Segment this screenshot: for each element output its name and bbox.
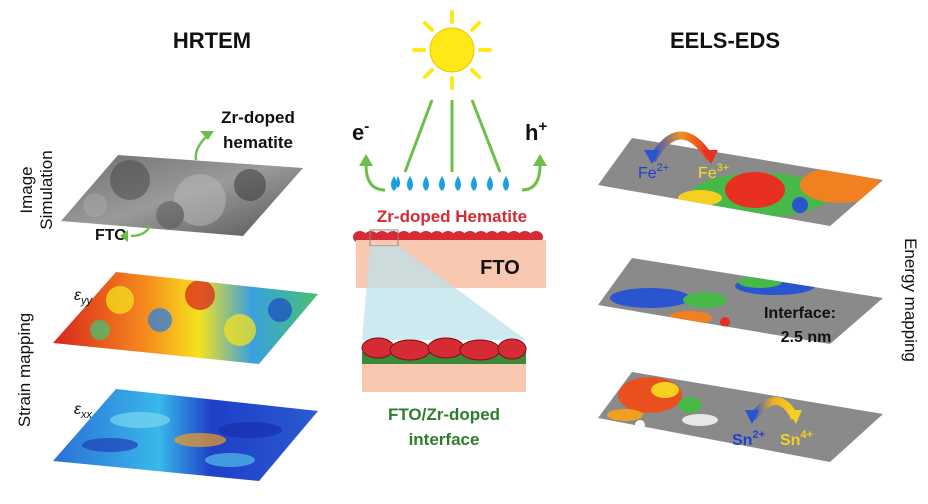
water-droplet-icon [423, 176, 429, 191]
zoom-projection [362, 246, 526, 340]
side-label-energy: Energy mapping [901, 238, 920, 362]
annot-zr-arrow [194, 134, 209, 161]
interface-label-2: interface [409, 430, 480, 449]
electron-label: e- [352, 118, 369, 145]
water-droplet-icon [471, 176, 477, 191]
annot-zr-arrowhead [200, 131, 214, 140]
water-droplet-icon [407, 176, 413, 191]
annot-fto: FTO [95, 227, 127, 244]
sn4-label: Sn4+ [780, 429, 813, 449]
light-rays [403, 99, 502, 173]
epsilon-yy-label: εyy [74, 287, 94, 307]
water-droplets [396, 176, 400, 188]
water-droplet-icon [487, 176, 493, 191]
droplet-row [391, 176, 509, 191]
interface-map-panel [598, 258, 883, 344]
interface-grain [459, 339, 501, 361]
eels-title: EELS-EDS [670, 28, 780, 53]
hole-arrow [521, 164, 542, 192]
hematite-label: Zr-doped Hematite [377, 207, 527, 226]
hole-arrowhead [533, 154, 547, 166]
interface-width-label-1: Interface: [764, 305, 836, 322]
sun-icon [412, 10, 492, 90]
water-droplet-icon [391, 176, 397, 191]
fe2-label: Fe2+ [638, 162, 669, 182]
side-label-image: Image [17, 166, 36, 213]
annot-fto-arrowhead [120, 230, 128, 242]
annot-fto-arrow [130, 225, 152, 238]
sn-map-panel [598, 372, 883, 462]
fe-arc-head [702, 150, 718, 164]
side-label-simulation: Simulation [37, 150, 56, 229]
water-droplet-icon [439, 176, 445, 191]
annot-zr-doped: Zr-doped [221, 108, 295, 127]
water-droplet-icon [503, 176, 509, 191]
sn-arc-tail [745, 410, 759, 424]
electron-arrowhead [359, 154, 373, 166]
fe3-label: Fe3+ [698, 162, 729, 182]
epsilon-xx-label: εxx [74, 401, 93, 421]
sn-arc-head [788, 410, 802, 424]
strain-yy-panel [53, 272, 318, 364]
interface-grain [427, 337, 465, 359]
interface-grain [361, 337, 395, 359]
strain-xx-panel [53, 389, 318, 481]
interface-grain [497, 338, 527, 360]
interface-grain [389, 339, 431, 361]
interface-zoom [361, 337, 527, 392]
electron-arrow [364, 164, 386, 192]
fto-label: FTO [480, 257, 520, 279]
side-label-strain: Strain mapping [15, 313, 34, 427]
sn2-label: Sn2+ [732, 429, 765, 449]
fe-map-panel [598, 138, 883, 226]
interface-label-1: FTO/Zr-doped [388, 405, 500, 424]
hole-label: h+ [525, 118, 547, 145]
hrtem-title: HRTEM [173, 28, 251, 53]
interface-width-label-2: 2.5 nm [781, 329, 832, 346]
water-droplet-icon [455, 176, 461, 191]
image-simulation-panel [61, 155, 303, 236]
annot-hematite: hematite [223, 133, 293, 152]
fe-arc-tail [644, 150, 660, 164]
